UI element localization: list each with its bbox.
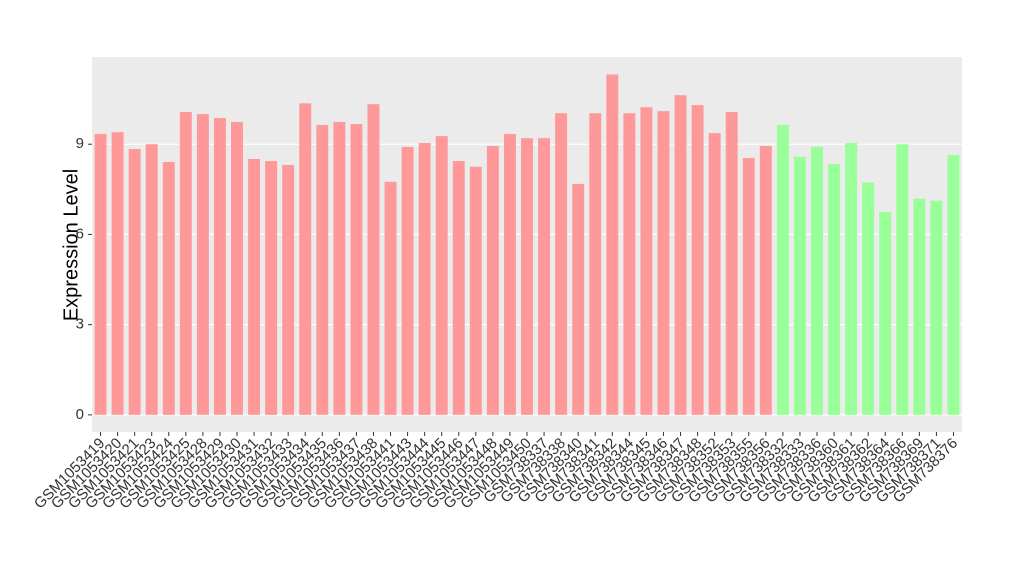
bar	[657, 111, 670, 415]
bar	[145, 144, 158, 415]
bar	[555, 113, 568, 415]
bar	[486, 146, 499, 415]
bar	[776, 124, 789, 415]
bar	[623, 113, 636, 415]
bar	[196, 114, 209, 415]
bar	[811, 146, 823, 415]
bar	[94, 133, 107, 415]
bar	[111, 132, 124, 415]
bar	[231, 121, 243, 415]
bar	[691, 105, 704, 415]
bar	[401, 146, 414, 415]
bar	[845, 143, 858, 415]
y-axis-title: Expression Level	[60, 169, 82, 321]
bar	[316, 124, 329, 415]
bar	[179, 112, 192, 415]
bar	[708, 133, 721, 415]
bar	[930, 200, 943, 415]
bar	[435, 136, 448, 415]
bar	[452, 161, 465, 415]
bar	[640, 107, 653, 415]
bar	[265, 161, 278, 415]
bar	[282, 164, 295, 415]
bar	[333, 121, 346, 415]
y-tick-label: 6	[76, 225, 84, 242]
bar	[350, 124, 363, 415]
y-tick-label: 0	[76, 406, 84, 423]
bar	[828, 164, 841, 415]
bar	[947, 155, 960, 415]
bar	[128, 149, 141, 415]
bar	[793, 156, 806, 415]
bar	[503, 133, 516, 415]
bar	[162, 161, 175, 415]
bar	[879, 211, 892, 415]
bar	[213, 118, 226, 415]
bar	[589, 113, 602, 415]
bar	[862, 182, 875, 415]
bar	[606, 74, 619, 415]
bar	[742, 158, 755, 415]
y-tick-label: 3	[76, 316, 84, 333]
bar	[418, 143, 431, 415]
bar	[521, 138, 533, 415]
bar	[896, 144, 909, 415]
bar	[572, 183, 585, 415]
bar	[674, 95, 687, 415]
bar	[469, 166, 482, 415]
bar	[913, 198, 926, 415]
bar	[725, 112, 738, 415]
bar	[759, 146, 772, 415]
bar	[384, 181, 397, 415]
bar	[248, 158, 261, 415]
y-tick-label: 9	[76, 135, 84, 152]
bar	[538, 138, 551, 415]
bar	[367, 104, 380, 415]
bar	[299, 103, 312, 415]
